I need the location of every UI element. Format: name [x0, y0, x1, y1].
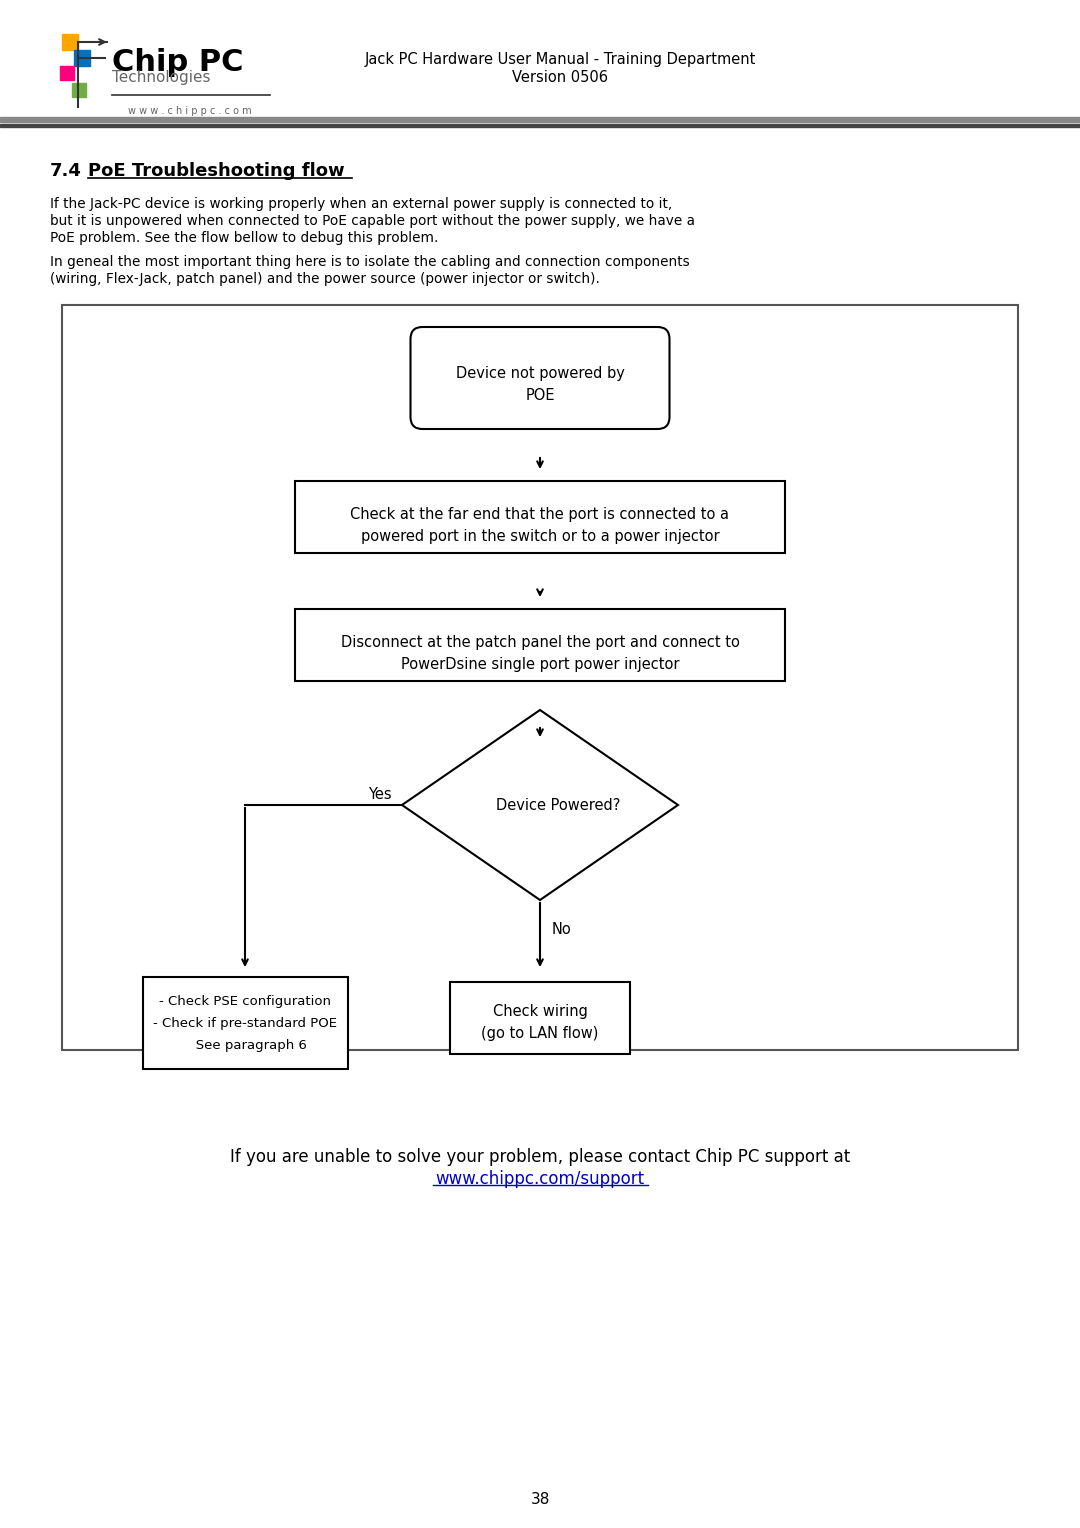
Text: Check wiring: Check wiring — [492, 1004, 588, 1019]
Bar — [72, 83, 86, 96]
Text: - Check PSE configuration: - Check PSE configuration — [159, 995, 330, 1008]
Text: Device Powered?: Device Powered? — [496, 798, 620, 813]
Text: No: No — [552, 921, 571, 937]
Text: PoE Troubleshooting flow: PoE Troubleshooting flow — [87, 162, 345, 180]
Text: POE: POE — [525, 388, 555, 403]
Bar — [143, 976, 348, 1070]
Bar — [62, 34, 78, 50]
Text: Version 0506: Version 0506 — [512, 70, 608, 86]
Text: but it is unpowered when connected to PoE capable port without the power supply,: but it is unpowered when connected to Po… — [50, 214, 696, 228]
Text: (go to LAN flow): (go to LAN flow) — [482, 1025, 598, 1041]
Text: PowerDsine single port power injector: PowerDsine single port power injector — [401, 657, 679, 672]
Bar — [0, 118, 1080, 122]
Polygon shape — [402, 711, 678, 900]
Text: If the Jack-PC device is working properly when an external power supply is conne: If the Jack-PC device is working properl… — [50, 197, 672, 211]
Text: Technologies: Technologies — [112, 70, 211, 86]
FancyBboxPatch shape — [410, 327, 670, 429]
Text: www.chippc.com/support: www.chippc.com/support — [435, 1170, 645, 1187]
Text: (wiring, Flex-Jack, patch panel) and the power source (power injector or switch): (wiring, Flex-Jack, patch panel) and the… — [50, 272, 599, 286]
Text: Chip PC: Chip PC — [112, 47, 243, 76]
Bar — [60, 66, 75, 79]
Text: If you are unable to solve your problem, please contact Chip PC support at: If you are unable to solve your problem,… — [230, 1148, 850, 1166]
Text: powered port in the switch or to a power injector: powered port in the switch or to a power… — [361, 529, 719, 544]
Text: Disconnect at the patch panel the port and connect to: Disconnect at the patch panel the port a… — [340, 636, 740, 649]
Text: 7.4: 7.4 — [50, 162, 82, 180]
Bar — [75, 50, 90, 66]
Text: PoE problem. See the flow bellow to debug this problem.: PoE problem. See the flow bellow to debu… — [50, 231, 438, 244]
Bar — [295, 481, 785, 553]
Text: Yes: Yes — [368, 787, 392, 802]
Text: Check at the far end that the port is connected to a: Check at the far end that the port is co… — [351, 507, 729, 523]
Text: See paragraph 6: See paragraph 6 — [184, 1039, 307, 1051]
Text: Device not powered by: Device not powered by — [456, 367, 624, 380]
Text: - Check if pre-standard POE: - Check if pre-standard POE — [153, 1018, 337, 1030]
Bar — [62, 306, 1018, 1050]
Text: 38: 38 — [530, 1491, 550, 1507]
Text: In geneal the most important thing here is to isolate the cabling and connection: In geneal the most important thing here … — [50, 255, 690, 269]
Text: w w w . c h i p p c . c o m: w w w . c h i p p c . c o m — [129, 105, 252, 116]
Bar — [450, 983, 630, 1054]
Bar — [0, 124, 1080, 127]
Text: Jack PC Hardware User Manual - Training Department: Jack PC Hardware User Manual - Training … — [364, 52, 756, 67]
Bar — [295, 610, 785, 681]
